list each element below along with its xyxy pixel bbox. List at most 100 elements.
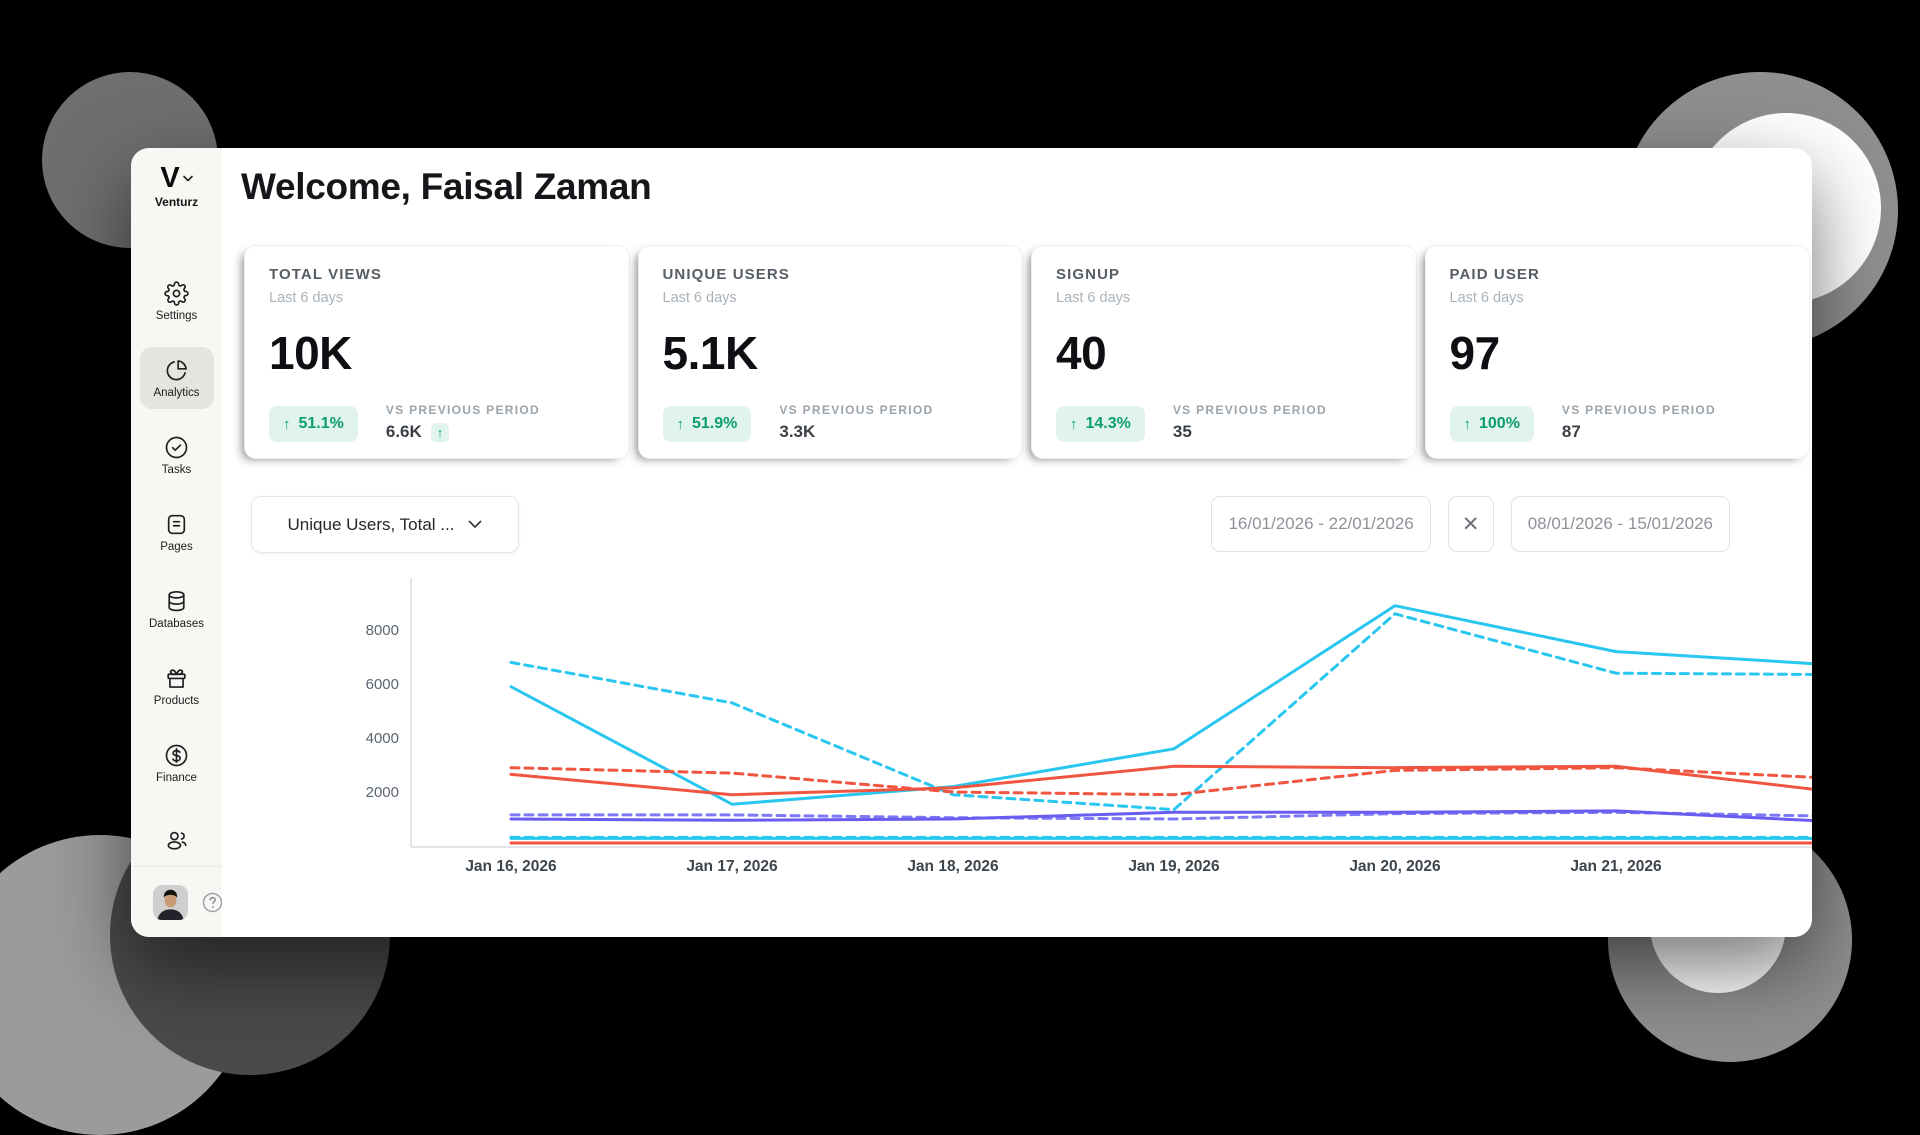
chevron-down-icon <box>469 520 482 528</box>
up-arrow-icon: ↑ <box>676 415 685 433</box>
brand-logo: V <box>160 162 179 194</box>
sidebar-item-pages[interactable]: Pages <box>140 501 214 563</box>
stat-card-value: 40 <box>1056 327 1107 379</box>
chart-line-cyan-previous-dashed <box>509 612 1812 812</box>
stat-card-value: 5.1K <box>662 327 759 379</box>
gift-icon <box>167 668 186 688</box>
users-icon <box>167 831 187 850</box>
sidebar-item-analytics[interactable]: Analytics <box>139 347 214 409</box>
x-axis-label: Jan 21, 2026 <box>1570 858 1662 875</box>
sidebar-item-settings[interactable]: Settings <box>140 270 214 332</box>
sidebar-item-label: Pages <box>160 540 193 553</box>
dollar-circle-icon <box>165 744 188 766</box>
change-value: 51.9% <box>692 415 738 432</box>
vs-previous-label: VS PREVIOUS PERIOD <box>385 403 540 417</box>
stat-card-signup: SIGNUP Last 6 days 40 ↑ 14.3% VS PREVIOUS… <box>1031 245 1417 459</box>
change-badge: ↑ 51.9% <box>662 406 752 442</box>
sidebar-item-label: Settings <box>155 309 198 322</box>
pie-chart-icon <box>166 359 187 380</box>
gear-icon <box>164 280 189 306</box>
stat-card-period: Last 6 days <box>1056 290 1131 306</box>
up-arrow-icon: ↑ <box>283 415 291 433</box>
vs-previous-value: 3.3K <box>779 422 816 441</box>
stat-card-paid-user: PAID USER Last 6 days 97 ↑ 100% VS PREVIO… <box>1424 245 1810 459</box>
metric-select-value: Unique Users, Total ... <box>287 514 455 534</box>
chart-line-red-current-solid <box>509 764 1812 797</box>
question-circle-icon <box>202 892 223 912</box>
vs-previous-label: VS PREVIOUS PERIOD <box>1172 403 1327 417</box>
chart-controls-row: Unique Users, Total ... 16/01/2026 - 22/… <box>222 496 1812 553</box>
metric-select-dropdown[interactable]: Unique Users, Total ... <box>251 496 519 553</box>
avatar-photo <box>153 884 188 920</box>
x-axis-label: Jan 19, 2026 <box>1128 858 1220 875</box>
x-axis-label: Jan 17, 2026 <box>686 858 778 875</box>
previous-date-range-input[interactable]: 08/01/2026 - 15/01/2026 <box>1510 496 1730 552</box>
stat-card-title: SIGNUP <box>1056 266 1121 283</box>
change-badge: ↑ 51.1% <box>269 406 358 442</box>
y-axis-label: 6000 <box>366 676 399 693</box>
stat-card-total-views: TOTAL VIEWS Last 6 days 10K ↑ 51.1% VS PR… <box>244 245 630 459</box>
stat-card-title: PAID USER <box>1449 266 1540 283</box>
vs-previous-block: VS PREVIOUS PERIOD 87 <box>1562 403 1716 442</box>
x-axis-label: Jan 20, 2026 <box>1349 858 1441 875</box>
y-axis-label: 8000 <box>366 622 399 639</box>
stat-card-period: Last 6 days <box>662 290 737 306</box>
change-value: 14.3% <box>1085 415 1131 432</box>
user-avatar[interactable] <box>153 884 188 920</box>
y-axis-label: 2000 <box>366 784 399 801</box>
check-circle-icon <box>165 436 188 458</box>
stat-cards-row: TOTAL VIEWS Last 6 days 10K ↑ 51.1% VS PR… <box>244 245 1810 459</box>
stat-card-footer: ↑ 51.1% VS PREVIOUS PERIOD 6.6K ↑ <box>269 403 605 442</box>
stat-card-footer: ↑ 100% VS PREVIOUS PERIOD 87 <box>1449 403 1786 442</box>
stat-card-title: UNIQUE USERS <box>662 266 790 283</box>
sidebar-footer <box>131 867 224 937</box>
change-badge: ↑ 100% <box>1449 406 1534 442</box>
desktop-background: { "page": { "title": "Welcome, Faisal Za… <box>0 72 1898 1135</box>
sidebar-item-members[interactable] <box>140 809 214 871</box>
sidebar-item-tasks[interactable]: Tasks <box>140 424 214 486</box>
sidebar-item-finance[interactable]: Finance <box>140 732 214 794</box>
sidebar-divider <box>131 866 222 867</box>
change-value: 100% <box>1479 415 1520 432</box>
help-button[interactable] <box>201 891 224 914</box>
vs-previous-value: 87 <box>1561 422 1581 441</box>
current-date-range-input[interactable]: 16/01/2026 - 22/01/2026 <box>1211 496 1431 552</box>
sidebar-item-label: Products <box>153 694 200 707</box>
sidebar: V Venturz Settings Analytics Tasks Pages <box>131 148 224 937</box>
stat-card-footer: ↑ 14.3% VS PREVIOUS PERIOD 35 <box>1056 403 1392 442</box>
vs-previous-block: VS PREVIOUS PERIOD 3.3K <box>779 403 933 442</box>
sidebar-item-label: Tasks <box>161 463 192 476</box>
vs-previous-label: VS PREVIOUS PERIOD <box>1561 403 1717 417</box>
up-arrow-icon: ↑ <box>1463 415 1472 433</box>
sidebar-item-label: Finance <box>156 771 197 784</box>
stat-card-title: TOTAL VIEWS <box>269 266 382 283</box>
x-axis-label: Jan 18, 2026 <box>907 858 999 875</box>
sidebar-item-databases[interactable]: Databases <box>140 578 214 640</box>
sidebar-nav: Settings Analytics Tasks Pages Databases… <box>131 270 222 871</box>
app-window: V Venturz Settings Analytics Tasks Pages <box>131 148 1812 937</box>
chevron-down-icon <box>182 175 193 181</box>
clear-comparison-button[interactable]: ✕ <box>1447 496 1494 552</box>
vs-previous-label: VS PREVIOUS PERIOD <box>779 403 934 417</box>
vs-previous-value: 6.6K <box>385 422 422 441</box>
change-value: 51.1% <box>298 415 344 432</box>
stat-card-period: Last 6 days <box>269 290 344 306</box>
database-icon <box>168 590 185 611</box>
up-arrow-icon: ↑ <box>1070 415 1078 433</box>
stat-card-unique-users: UNIQUE USERS Last 6 days 5.1K ↑ 51.9% VS … <box>637 245 1023 459</box>
stat-card-footer: ↑ 51.9% VS PREVIOUS PERIOD 3.3K <box>662 403 999 442</box>
close-icon: ✕ <box>1461 512 1480 536</box>
x-axis-label: Jan 16, 2026 <box>465 858 557 875</box>
date-filters: 16/01/2026 - 22/01/2026 ✕ 08/01/2026 - 1… <box>1211 496 1730 552</box>
change-badge: ↑ 14.3% <box>1056 406 1145 442</box>
sidebar-item-label: Databases <box>149 617 204 630</box>
document-lines-icon <box>167 514 186 534</box>
chart-line-cyan-current-solid <box>509 604 1812 806</box>
vs-previous-block: VS PREVIOUS PERIOD 35 <box>1173 403 1327 442</box>
up-arrow-chip: ↑ <box>430 422 450 442</box>
sidebar-item-label: Analytics <box>153 386 200 399</box>
workspace-switcher[interactable]: V Venturz <box>131 162 222 224</box>
sidebar-item-products[interactable]: Products <box>140 655 214 717</box>
vs-previous-value: 35 <box>1172 422 1192 441</box>
y-axis-label: 4000 <box>366 730 399 747</box>
